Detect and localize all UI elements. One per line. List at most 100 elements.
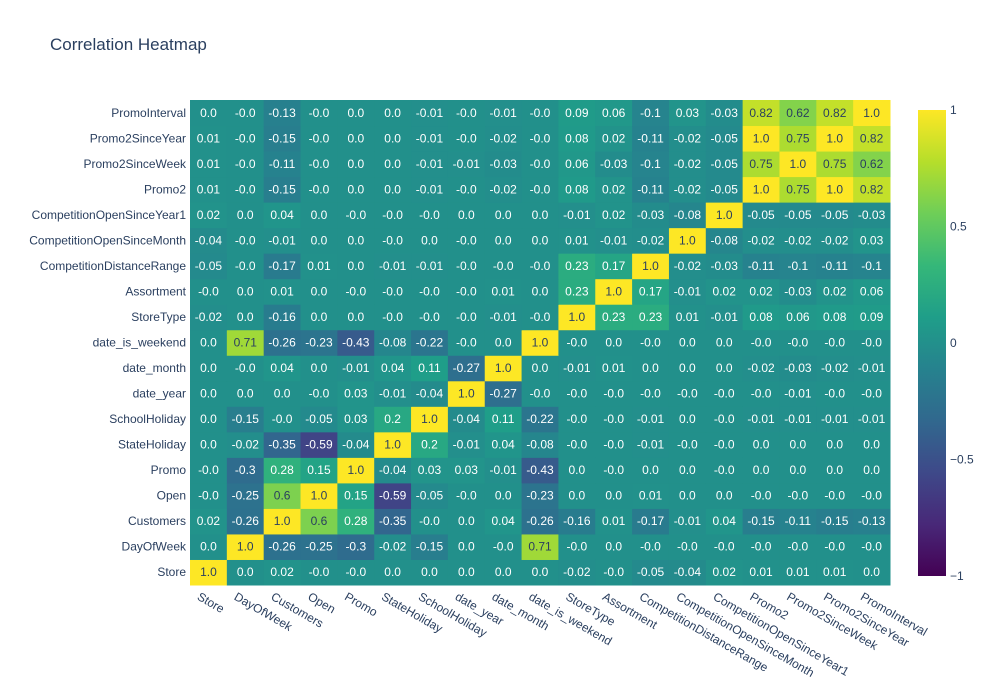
heatmap-cell: [779, 329, 817, 356]
cell-value-label: -0.26: [268, 336, 296, 350]
heatmap-cell: [484, 482, 523, 509]
y-tick-label: StateHoliday: [118, 438, 186, 452]
heatmap-cell: [521, 278, 559, 305]
cell-value-label: -0.0: [530, 106, 551, 120]
heatmap-cell: [632, 304, 670, 331]
cell-value-label: 0.02: [602, 182, 626, 196]
cell-value-label: -0.11: [785, 514, 812, 528]
heatmap-cell: [484, 533, 523, 560]
heatmap-cell: [447, 202, 486, 229]
heatmap-cell: [226, 508, 265, 535]
heatmap-cell: [263, 457, 302, 484]
heatmap-cell: [484, 457, 523, 484]
cell-value-label: 0.06: [602, 106, 626, 120]
heatmap-cell: [779, 482, 817, 509]
heatmap-cell: [595, 482, 633, 509]
cell-value-label: -0.0: [456, 310, 477, 324]
cell-value-label: 0.71: [528, 540, 552, 554]
heatmap-cell: [595, 329, 633, 356]
cell-value-label: -0.0: [603, 463, 624, 477]
heatmap-cell: [668, 559, 707, 586]
heatmap-cell: [190, 457, 228, 484]
y-tick-label: StoreType: [131, 310, 186, 324]
cell-value-label: -0.0: [824, 489, 845, 503]
heatmap-cell: [668, 329, 707, 356]
heatmap-cell: [226, 227, 265, 254]
heatmap-cell: [337, 329, 375, 356]
heatmap-cell: [411, 431, 449, 458]
cell-value-label: -0.05: [195, 259, 223, 273]
cell-value-label: -0.15: [268, 182, 296, 196]
cell-value-label: 1.0: [679, 233, 696, 247]
cell-value-label: 0.0: [200, 336, 217, 350]
cell-value-label: -0.1: [640, 157, 661, 171]
heatmap-cell: [190, 304, 228, 331]
cell-value-label: 0.0: [532, 233, 549, 247]
cell-value-label: 0.04: [270, 361, 294, 375]
heatmap-cell: [190, 482, 228, 509]
heatmap-cell: [411, 227, 449, 254]
cell-value-label: 0.75: [786, 131, 810, 145]
cell-value-label: -0.0: [640, 387, 661, 401]
heatmap-cell: [226, 329, 265, 356]
cell-value-label: 0.82: [749, 106, 773, 120]
heatmap-cell: [190, 278, 228, 305]
heatmap-cell: [337, 355, 375, 382]
cell-value-label: -0.15: [232, 412, 260, 426]
heatmap-cell: [374, 533, 412, 560]
heatmap-cell: [447, 457, 486, 484]
cell-value-label: 0.17: [602, 259, 626, 273]
heatmap-cell: [595, 533, 633, 560]
heatmap-cell: [374, 253, 412, 280]
cell-value-label: 0.0: [347, 157, 364, 171]
heatmap-cell: [632, 508, 670, 535]
cell-value-label: -0.04: [379, 463, 407, 477]
cell-value-label: 0.0: [642, 463, 659, 477]
cell-value-label: -0.01: [858, 412, 886, 426]
cell-value-label: -0.11: [637, 182, 664, 196]
cell-value-label: -0.0: [824, 387, 845, 401]
cell-value-label: -0.04: [453, 412, 481, 426]
cell-value-label: -0.02: [821, 361, 849, 375]
cell-value-label: -0.03: [784, 361, 812, 375]
heatmap-cell: [190, 431, 228, 458]
cell-value-label: -0.16: [268, 310, 296, 324]
cell-value-label: -0.0: [530, 310, 551, 324]
heatmap-cell: [816, 125, 854, 152]
heatmap-cell: [816, 151, 854, 178]
cell-value-label: 0.82: [860, 131, 884, 145]
heatmap-cell: [226, 533, 265, 560]
heatmap-cell: [226, 406, 265, 433]
cell-value-label: -0.0: [714, 463, 735, 477]
cell-value-label: 0.0: [679, 463, 696, 477]
cell-value-label: -0.1: [861, 259, 882, 273]
heatmap-cell: [411, 176, 449, 203]
heatmap-cell: [632, 253, 670, 280]
heatmap-cell: [226, 457, 265, 484]
y-tick-label: date_month: [123, 361, 186, 375]
heatmap-cell: [411, 482, 449, 509]
heatmap-cell: [300, 355, 338, 382]
heatmap-cell: [374, 202, 412, 229]
heatmap-cell: [300, 202, 338, 229]
cell-value-label: -0.08: [379, 336, 407, 350]
cell-value-label: 0.01: [602, 361, 626, 375]
cell-value-label: 0.0: [679, 336, 696, 350]
heatmap-cell: [705, 380, 744, 407]
cell-value-label: -0.35: [268, 438, 296, 452]
heatmap-cell: [742, 329, 780, 356]
cell-value-label: 1.0: [495, 361, 512, 375]
cell-value-label: 0.01: [602, 514, 626, 528]
cell-value-label: 1.0: [753, 131, 770, 145]
cell-value-label: -0.0: [530, 387, 551, 401]
cell-value-label: -0.0: [861, 387, 882, 401]
heatmap-cell: [853, 508, 891, 535]
heatmap-cell: [521, 304, 559, 331]
heatmap-cell: [374, 329, 412, 356]
heatmap-cell: [632, 431, 670, 458]
cell-value-label: -0.01: [674, 284, 702, 298]
heatmap-cell: [374, 176, 412, 203]
heatmap-cell: [263, 176, 302, 203]
cell-value-label: 1.0: [458, 387, 475, 401]
heatmap-cell: [411, 304, 449, 331]
